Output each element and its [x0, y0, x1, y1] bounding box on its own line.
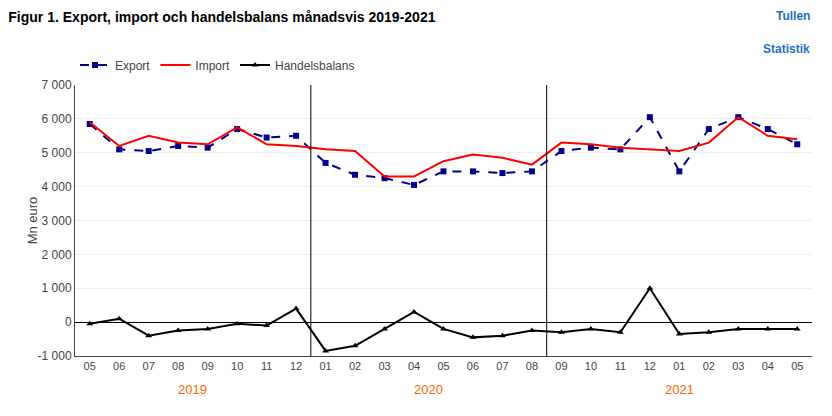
svg-text:Import: Import	[195, 59, 230, 73]
svg-text:2021: 2021	[665, 382, 694, 397]
svg-text:05: 05	[84, 360, 96, 372]
svg-text:10: 10	[585, 360, 597, 372]
svg-text:04: 04	[762, 360, 774, 372]
svg-text:03: 03	[378, 360, 390, 372]
svg-text:6 000: 6 000	[42, 112, 72, 126]
svg-text:05: 05	[437, 360, 449, 372]
svg-text:3 000: 3 000	[42, 214, 72, 228]
svg-text:02: 02	[349, 360, 361, 372]
svg-text:2019: 2019	[178, 382, 207, 397]
svg-text:07: 07	[143, 360, 155, 372]
svg-text:01: 01	[673, 360, 685, 372]
svg-text:02: 02	[703, 360, 715, 372]
svg-text:0: 0	[65, 315, 72, 329]
svg-text:06: 06	[113, 360, 125, 372]
svg-text:01: 01	[319, 360, 331, 372]
svg-text:2 000: 2 000	[42, 248, 72, 262]
svg-text:07: 07	[496, 360, 508, 372]
svg-text:Export: Export	[115, 59, 150, 73]
svg-text:04: 04	[408, 360, 420, 372]
svg-text:2020: 2020	[414, 382, 443, 397]
svg-text:4 000: 4 000	[42, 180, 72, 194]
svg-text:-1 000: -1 000	[38, 349, 72, 363]
svg-text:03: 03	[732, 360, 744, 372]
svg-text:05: 05	[791, 360, 803, 372]
svg-text:11: 11	[261, 360, 272, 372]
svg-text:08: 08	[526, 360, 538, 372]
svg-text:11: 11	[615, 360, 626, 372]
svg-text:Handelsbalans: Handelsbalans	[275, 59, 354, 73]
svg-text:09: 09	[555, 360, 567, 372]
svg-text:09: 09	[202, 360, 214, 372]
svg-text:Mn euro: Mn euro	[25, 197, 40, 245]
svg-text:12: 12	[290, 360, 302, 372]
svg-text:12: 12	[644, 360, 656, 372]
svg-text:Tullen: Tullen	[776, 9, 810, 23]
svg-text:7 000: 7 000	[42, 78, 72, 92]
svg-text:Statistik: Statistik	[763, 42, 810, 56]
svg-text:Figur 1. Export, import och ha: Figur 1. Export, import och handelsbalan…	[8, 9, 435, 25]
svg-text:1 000: 1 000	[42, 281, 72, 295]
svg-text:5 000: 5 000	[42, 146, 72, 160]
svg-text:08: 08	[172, 360, 184, 372]
svg-text:10: 10	[231, 360, 243, 372]
svg-text:06: 06	[467, 360, 479, 372]
